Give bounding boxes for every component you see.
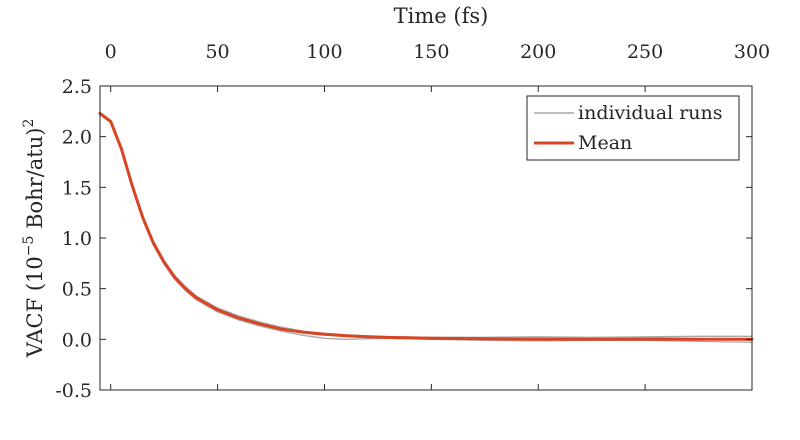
x-tick-label-0: 0 bbox=[105, 41, 117, 63]
x-tick-label-300: 300 bbox=[734, 41, 770, 63]
y-tick-label-2: 0.5 bbox=[62, 279, 92, 301]
legend: individual runs Mean bbox=[526, 95, 740, 161]
series-layer bbox=[98, 111, 754, 344]
y-tick-label-3: 1.0 bbox=[62, 228, 92, 250]
y-tick-label-5: 2.0 bbox=[62, 127, 92, 149]
x-tick-label-200: 200 bbox=[520, 41, 556, 63]
y-axis-label-main: VACF (10 bbox=[23, 256, 47, 358]
x-axis-label: Time (fs) bbox=[394, 4, 489, 28]
x-tick-label-250: 250 bbox=[627, 41, 663, 63]
tick-layer: 0 50 100 150 200 250 300 -0.5 0.0 0.5 1.0 1.5 2.0 2.5 bbox=[55, 41, 770, 402]
legend-box bbox=[526, 95, 740, 161]
y-axis-label-square: 2 bbox=[21, 119, 37, 128]
legend-label-individual: individual runs bbox=[578, 102, 723, 124]
y-axis-label-exponent: −5 bbox=[21, 236, 37, 257]
y-tick-label-4: 1.5 bbox=[62, 177, 92, 199]
x-tick-label-100: 100 bbox=[306, 41, 342, 63]
x-tick-label-150: 150 bbox=[413, 41, 449, 63]
series-line-mean bbox=[98, 111, 754, 341]
y-tick-label-0: -0.5 bbox=[55, 380, 92, 402]
legend-label-mean: Mean bbox=[578, 132, 632, 154]
x-tick-label-50: 50 bbox=[205, 41, 229, 63]
y-axis-label: VACF (10−5 Bohr/atu)2 bbox=[21, 119, 47, 359]
y-axis-label-tail: Bohr/atu) bbox=[23, 128, 47, 236]
y-tick-label-6: 2.5 bbox=[62, 76, 92, 98]
y-tick-label-1: 0.0 bbox=[62, 329, 92, 351]
